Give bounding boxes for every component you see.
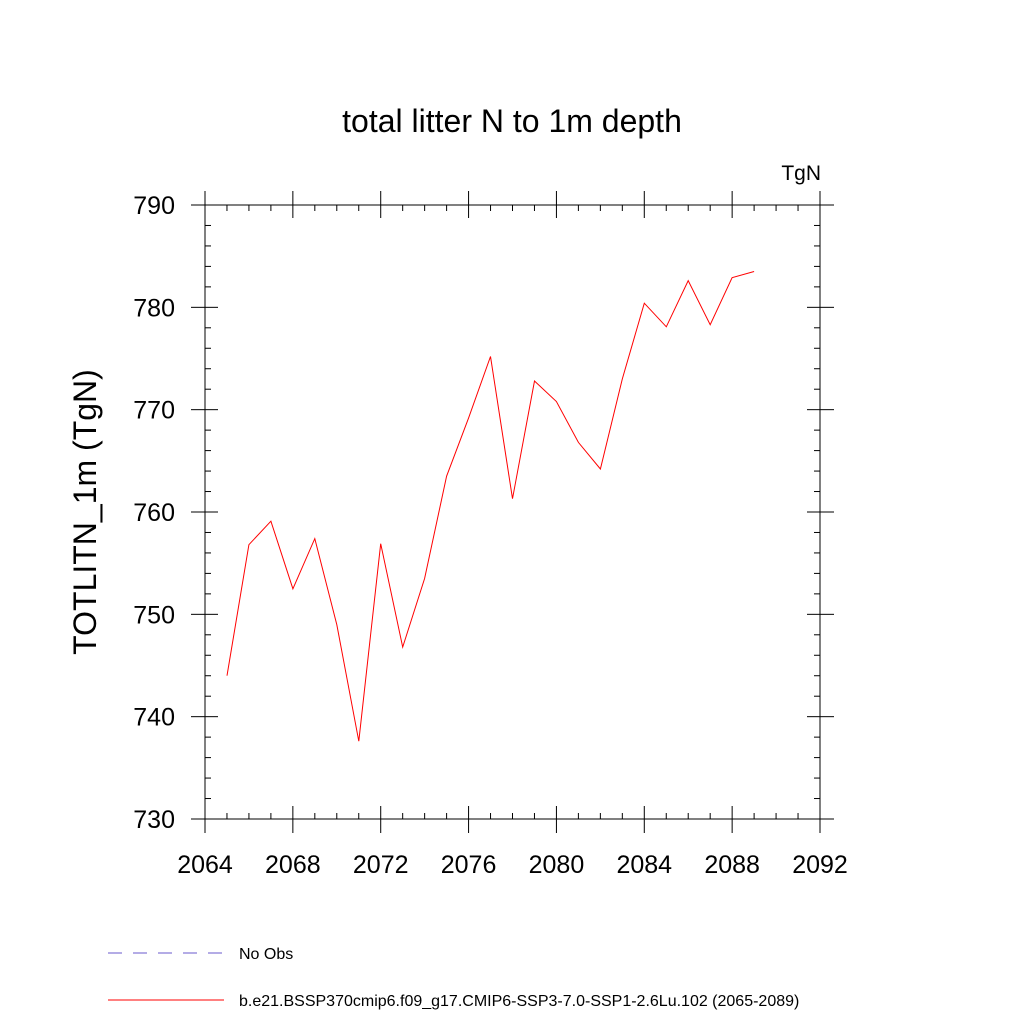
units-label: TgN <box>781 162 821 185</box>
y-tick-label: 760 <box>133 499 175 527</box>
tick-labels: 2064 2068 2072 2076 2080 2084 2088 2092 730 740 75… <box>133 192 848 879</box>
chart-title: total litter N to 1m depth <box>342 103 682 139</box>
x-tick-label: 2064 <box>177 851 233 879</box>
y-tick-label: 770 <box>133 397 175 425</box>
x-tick-label: 2084 <box>616 851 672 879</box>
y-tick-label: 730 <box>133 806 175 834</box>
x-tick-label: 2088 <box>704 851 760 879</box>
y-tick-label: 790 <box>133 192 175 220</box>
series-layer <box>226 271 755 742</box>
x-tick-label: 2080 <box>529 851 585 879</box>
plot-frame <box>204 204 821 820</box>
x-tick-label: 2072 <box>353 851 409 879</box>
y-tick-label: 750 <box>133 601 175 629</box>
x-tick-label: 2092 <box>792 851 848 879</box>
x-tick-label: 2068 <box>265 851 321 879</box>
series-line <box>226 271 755 742</box>
y-axis-label: TOTLITN_1m (TgN) <box>67 369 103 655</box>
legend: No Obs b.e21.BSSP370cmip6.f09_g17.CMIP6-… <box>108 946 799 1010</box>
x-tick-label: 2076 <box>441 851 497 879</box>
legend-label-model-run: b.e21.BSSP370cmip6.f09_g17.CMIP6-SSP3-7.… <box>239 993 799 1010</box>
axis-ticks <box>191 191 834 833</box>
legend-label-no-obs: No Obs <box>239 946 293 963</box>
y-tick-label: 780 <box>133 294 175 322</box>
y-tick-label: 740 <box>133 704 175 732</box>
